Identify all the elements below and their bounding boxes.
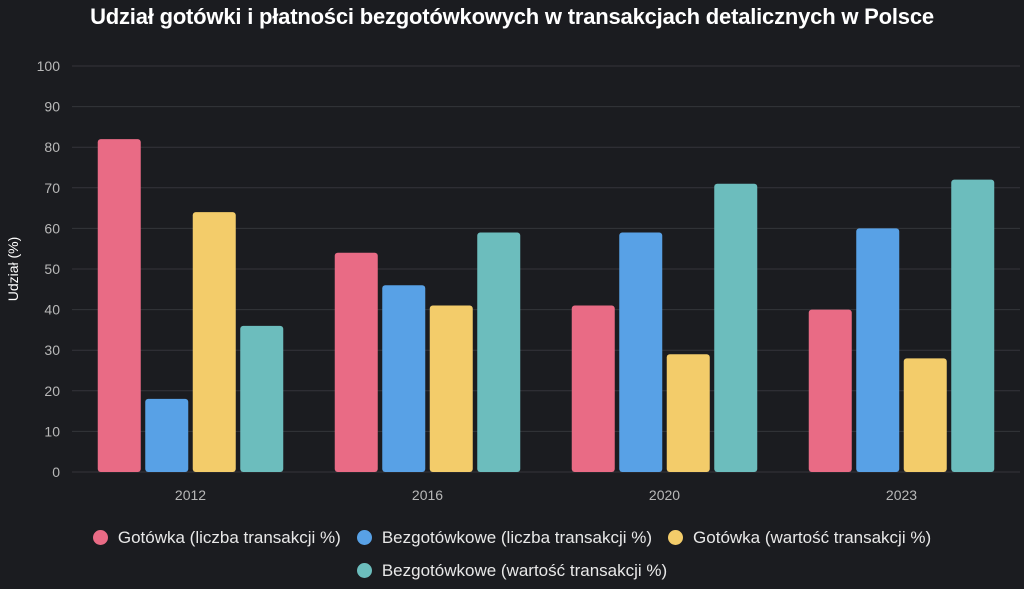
bar [856, 228, 900, 472]
legend-item[interactable]: Bezgotówkowe (liczba transakcji %) [356, 522, 653, 553]
legend-label: Bezgotówkowe (liczba transakcji %) [381, 528, 653, 547]
bar [334, 252, 378, 472]
bar [240, 325, 284, 472]
bar [97, 139, 141, 472]
legend: Gotówka (liczba transakcji %) Bezgotówkow… [0, 522, 1024, 588]
x-tick-label: 2023 [886, 487, 917, 503]
y-tick-label: 80 [44, 139, 60, 155]
y-axis-label: Udział (%) [5, 237, 21, 302]
legend-marker [92, 530, 108, 545]
x-tick-label: 2012 [175, 487, 206, 503]
legend-label: Bezgotówkowe (wartość transakcji %) [381, 561, 668, 580]
legend-label: Gotówka (liczba transakcji %) [117, 528, 341, 547]
y-tick-label: 20 [44, 383, 60, 399]
y-tick-label: 60 [44, 220, 60, 236]
bar [951, 179, 995, 472]
legend-marker [356, 563, 372, 578]
bar [903, 358, 947, 472]
y-tick-label: 0 [52, 464, 60, 480]
bar [666, 354, 710, 472]
bar [429, 305, 473, 472]
y-tick-label: 100 [37, 58, 61, 74]
chart-title: Udział gotówki i płatności bezgotówkowyc… [90, 4, 934, 29]
y-tick-label: 10 [44, 423, 60, 439]
bar [808, 309, 852, 472]
y-tick-label: 90 [44, 99, 60, 115]
y-tick-label: 40 [44, 302, 60, 318]
bar [714, 183, 758, 473]
bar [571, 305, 615, 472]
bar-chart: 0 10 20 30 40 50 60 70 80 90 100 Udział (%) 2012 2016… [5, 58, 1020, 503]
legend-marker [668, 530, 684, 545]
y-tick-label: 70 [44, 180, 60, 196]
bar [477, 232, 521, 472]
bar [192, 212, 236, 472]
legend-marker [356, 530, 372, 545]
x-tick-label: 2020 [649, 487, 680, 503]
y-tick-label: 50 [44, 261, 60, 277]
bar [382, 285, 426, 472]
x-tick-label: 2016 [412, 487, 443, 503]
bar [619, 232, 663, 472]
legend-item[interactable]: Gotówka (liczba transakcji %) [92, 522, 341, 553]
legend-item[interactable]: Bezgotówkowe (wartość transakcji %) [356, 555, 668, 586]
legend-label: Gotówka (wartość transakcji %) [693, 528, 932, 547]
y-tick-label: 30 [44, 342, 60, 358]
legend-item[interactable]: Gotówka (wartość transakcji %) [668, 522, 931, 553]
bar [145, 398, 189, 472]
